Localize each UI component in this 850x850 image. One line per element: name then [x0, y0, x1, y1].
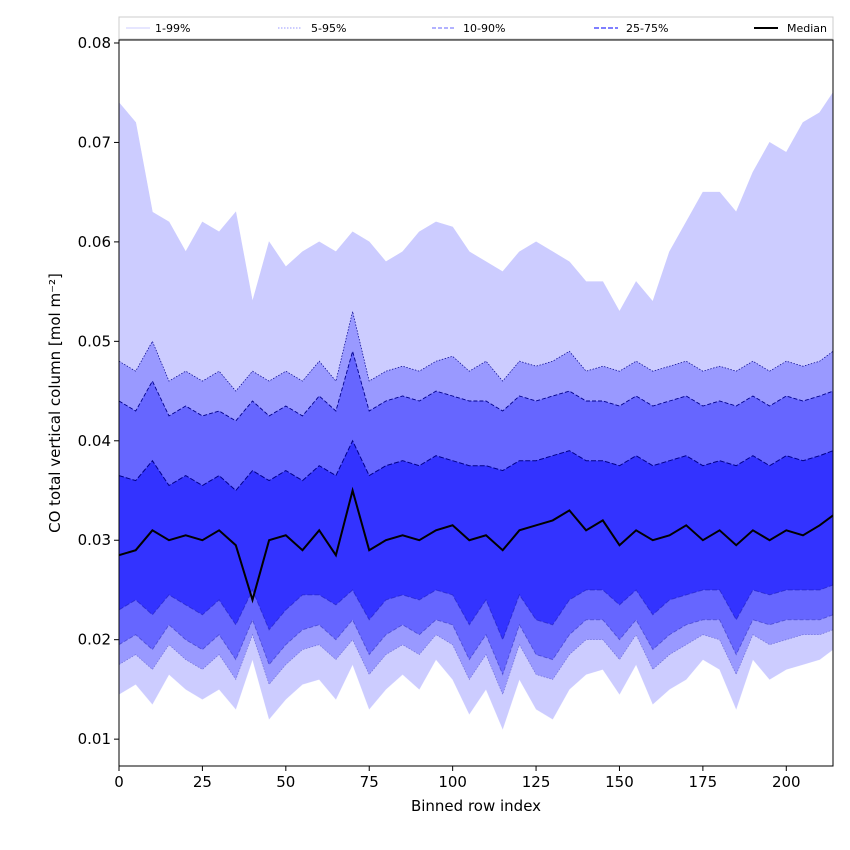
- y-tick-label: 0.01: [78, 730, 111, 748]
- x-tick-label: 0: [114, 773, 124, 791]
- median-line: [119, 486, 833, 604]
- x-tick-label: 50: [276, 773, 295, 791]
- band-lower-line-5-95: [119, 629, 833, 696]
- legend-label: Median: [787, 22, 827, 35]
- x-tick-label: 175: [689, 773, 718, 791]
- x-tick-label: 25: [193, 773, 212, 791]
- band-upper-line-25-75: [119, 439, 833, 492]
- x-axis-label: Binned row index: [411, 797, 541, 815]
- legend-label: 1-99%: [155, 22, 190, 35]
- y-axis: 0.01 0.02 0.03 0.04 0.05 0.06 0.07 0.08: [78, 34, 119, 748]
- x-tick-label: 200: [772, 773, 801, 791]
- y-axis-label: CO total vertical column [mol m⁻²]: [46, 273, 64, 533]
- y-tick-label: 0.06: [78, 233, 111, 251]
- legend-box: [118, 16, 834, 40]
- legend-label: 10-90%: [463, 22, 505, 35]
- x-tick-label: 75: [360, 773, 379, 791]
- band-lower-line-10-90: [119, 614, 833, 676]
- legend-label: 25-75%: [626, 22, 668, 35]
- x-tick-label: 150: [605, 773, 634, 791]
- band-upper-line-5-95: [119, 311, 833, 392]
- band-lower-line-25-75: [119, 584, 833, 642]
- y-tick-label: 0.04: [78, 432, 111, 450]
- band-group: [119, 92, 833, 731]
- band-upper-line-1-99: [119, 92, 833, 313]
- band-lower-line-1-99: [119, 649, 833, 731]
- y-tick-label: 0.08: [78, 34, 111, 52]
- y-tick-label: 0.03: [78, 531, 111, 549]
- band-upper-line-10-90: [119, 349, 833, 422]
- x-tick-label: 100: [438, 773, 467, 791]
- y-tick-label: 0.05: [78, 332, 111, 350]
- legend: 1-99% 5-95% 10-90% 25-75% Median: [118, 16, 834, 40]
- band-25-75: [119, 440, 833, 640]
- legend-label: 5-95%: [311, 22, 346, 35]
- x-tick-label: 125: [522, 773, 551, 791]
- y-tick-label: 0.07: [78, 133, 111, 151]
- y-tick-label: 0.02: [78, 631, 111, 649]
- plot-frame: [118, 39, 834, 767]
- x-axis: 0 25 50 75 100 125 150 175 200: [114, 766, 801, 791]
- median-group: [119, 486, 833, 604]
